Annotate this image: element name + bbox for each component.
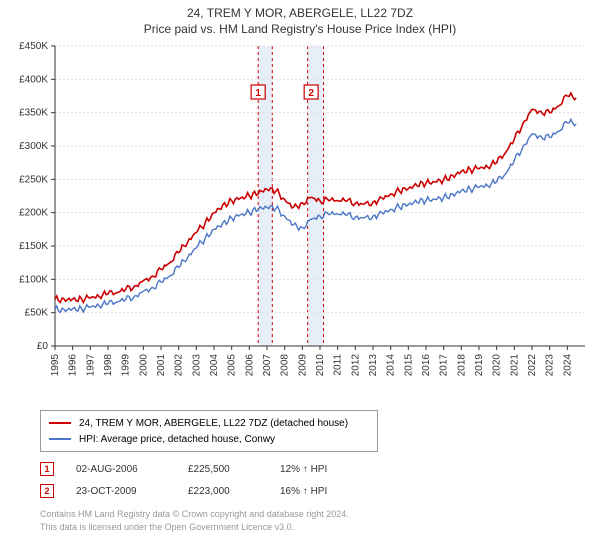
sale-row: 1 02-AUG-2006 £225,500 12% ↑ HPI	[40, 458, 600, 480]
svg-text:2000: 2000	[138, 354, 149, 377]
svg-text:£150K: £150K	[19, 241, 48, 252]
footer-line-2: This data is licensed under the Open Gov…	[40, 521, 600, 534]
svg-text:2015: 2015	[403, 354, 414, 377]
legend-label: HPI: Average price, detached house, Conw…	[79, 434, 275, 445]
svg-text:2010: 2010	[315, 354, 326, 377]
legend-label: 24, TREM Y MOR, ABERGELE, LL22 7DZ (deta…	[79, 418, 348, 429]
svg-text:2004: 2004	[209, 354, 220, 377]
footer-attribution: Contains HM Land Registry data © Crown c…	[40, 508, 600, 533]
svg-text:2009: 2009	[297, 354, 308, 377]
sale-delta: 12% ↑ HPI	[280, 464, 327, 475]
svg-text:£350K: £350K	[19, 108, 48, 119]
legend-swatch	[49, 438, 71, 440]
svg-text:1998: 1998	[103, 354, 114, 377]
svg-text:£400K: £400K	[19, 74, 48, 85]
svg-text:2014: 2014	[386, 354, 397, 377]
svg-text:1997: 1997	[85, 354, 96, 377]
svg-text:£250K: £250K	[19, 174, 48, 185]
svg-text:2018: 2018	[456, 354, 467, 377]
svg-text:2013: 2013	[368, 354, 379, 377]
svg-text:2019: 2019	[474, 354, 485, 377]
svg-text:1: 1	[255, 88, 261, 99]
page-title: 24, TREM Y MOR, ABERGELE, LL22 7DZ	[0, 6, 600, 20]
svg-text:2007: 2007	[262, 354, 273, 377]
svg-text:£50K: £50K	[25, 308, 49, 319]
footer-line-1: Contains HM Land Registry data © Crown c…	[40, 508, 600, 521]
svg-text:2021: 2021	[509, 354, 520, 377]
svg-text:2001: 2001	[156, 354, 167, 377]
sale-date: 23-OCT-2009	[76, 486, 166, 497]
svg-text:2002: 2002	[174, 354, 185, 377]
legend-item: 24, TREM Y MOR, ABERGELE, LL22 7DZ (deta…	[49, 415, 369, 431]
svg-text:2022: 2022	[527, 354, 538, 377]
svg-text:2008: 2008	[280, 354, 291, 377]
svg-text:1995: 1995	[50, 354, 61, 377]
svg-text:2005: 2005	[227, 354, 238, 377]
sale-price: £225,500	[188, 464, 258, 475]
svg-text:£450K: £450K	[19, 41, 48, 52]
svg-text:2012: 2012	[350, 354, 361, 377]
svg-text:2017: 2017	[439, 354, 450, 377]
sale-delta: 16% ↑ HPI	[280, 486, 327, 497]
page-subtitle: Price paid vs. HM Land Registry's House …	[0, 22, 600, 36]
svg-text:£100K: £100K	[19, 274, 48, 285]
sale-row: 2 23-OCT-2009 £223,000 16% ↑ HPI	[40, 480, 600, 502]
svg-text:1999: 1999	[121, 354, 132, 377]
sale-date: 02-AUG-2006	[76, 464, 166, 475]
svg-text:2011: 2011	[333, 354, 344, 376]
svg-text:2006: 2006	[244, 354, 255, 377]
sales-list: 1 02-AUG-2006 £225,500 12% ↑ HPI 2 23-OCT-200…	[40, 458, 600, 502]
svg-text:£300K: £300K	[19, 141, 48, 152]
legend-swatch	[49, 422, 71, 424]
svg-text:2024: 2024	[562, 354, 573, 377]
price-chart: £0 £50K £100K £150K £200K £250K £300K £350K £400…	[0, 36, 600, 406]
legend-item: HPI: Average price, detached house, Conw…	[49, 431, 369, 447]
svg-text:2: 2	[308, 88, 314, 99]
sale-marker: 1	[40, 462, 54, 476]
svg-text:£200K: £200K	[19, 208, 48, 219]
svg-text:2023: 2023	[545, 354, 556, 377]
svg-text:2016: 2016	[421, 354, 432, 377]
svg-text:2003: 2003	[191, 354, 202, 377]
sale-marker: 2	[40, 484, 54, 498]
svg-text:1996: 1996	[68, 354, 79, 377]
legend: 24, TREM Y MOR, ABERGELE, LL22 7DZ (deta…	[40, 410, 378, 452]
svg-text:£0: £0	[37, 341, 49, 352]
svg-text:2020: 2020	[492, 354, 503, 377]
sale-price: £223,000	[188, 486, 258, 497]
